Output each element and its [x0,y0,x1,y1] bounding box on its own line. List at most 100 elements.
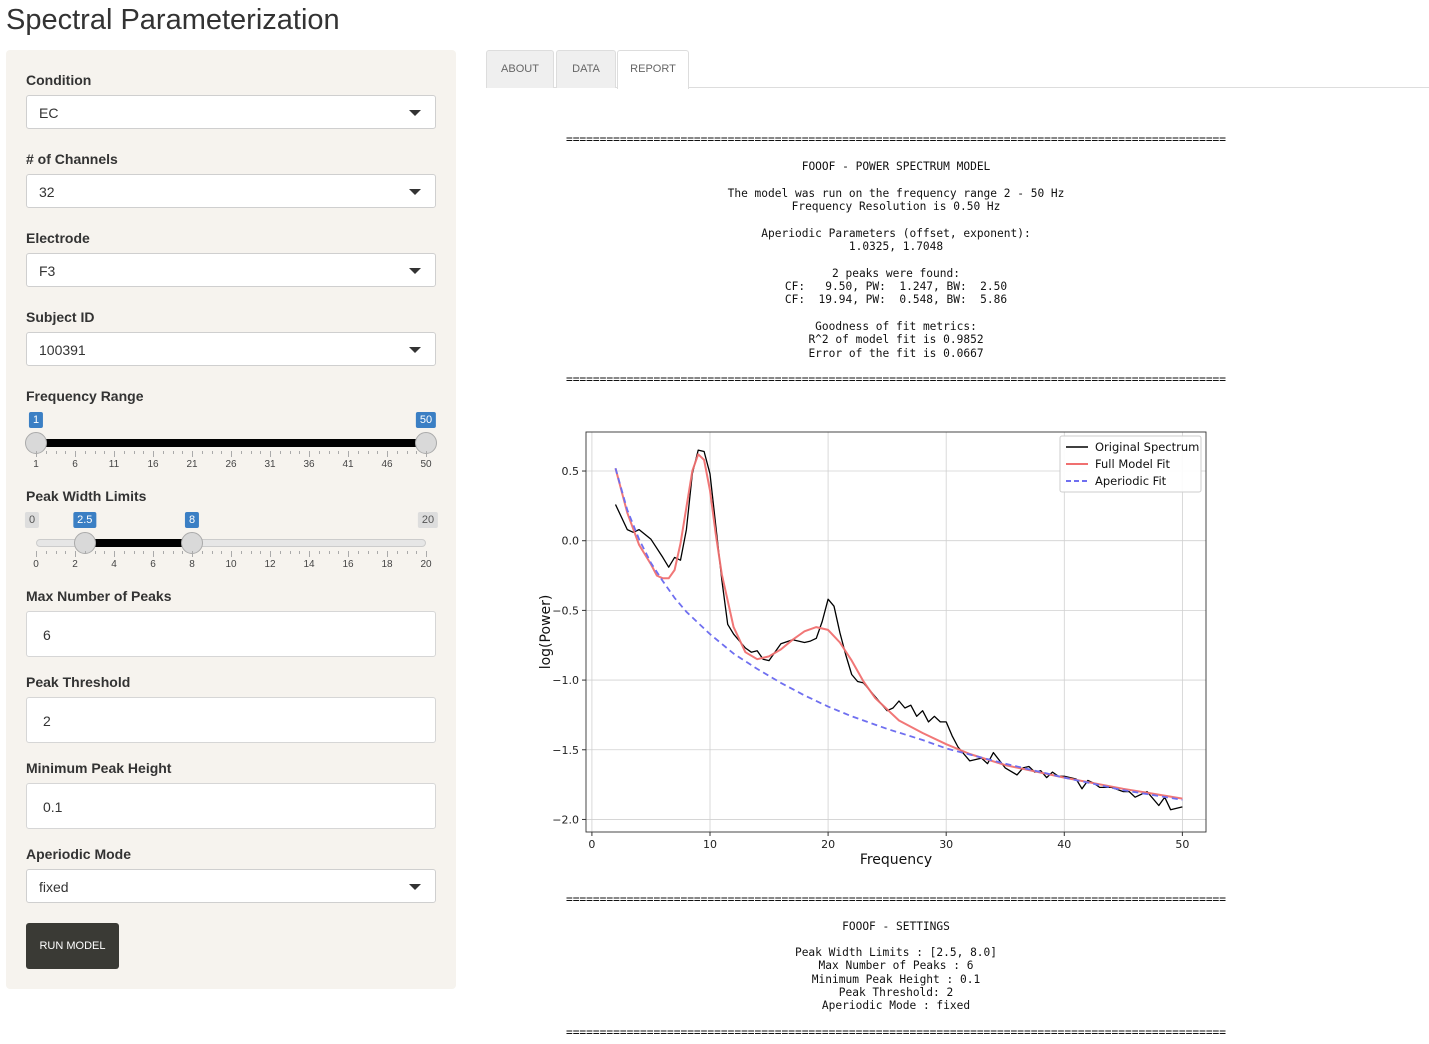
slider-tick-label: 16 [342,559,354,570]
run-model-button[interactable]: RUN MODEL [26,923,119,969]
report-line: 2 peaks were found: [832,266,960,280]
slider-tick [348,451,349,457]
slider-minor-tick [357,551,359,554]
slider-minor-tick [260,551,262,554]
slider-tick [309,551,310,557]
slider-minor-tick [318,451,320,454]
subject-select[interactable]: 100391 [26,332,436,366]
y-tick-label: 0.5 [562,465,580,478]
slider-minor-tick [45,551,47,554]
slider-minor-tick [55,451,57,454]
legend-box [1059,435,1202,493]
channels-value: 32 [39,184,55,200]
condition-label: Condition [26,72,92,88]
aperiodic-mode-select[interactable]: fixed [26,869,436,903]
slider-minor-tick [55,551,57,554]
freq-range-slider[interactable]: 1 50 1 6 11 16 21 26 31 36 41 46 50 [25,412,437,471]
report-separator: ========================================… [565,373,1227,386]
slider-tick [192,451,193,457]
slider-tick-label: 31 [264,459,276,470]
subject-value: 100391 [39,342,86,358]
slider-minor-tick [240,451,242,454]
slider-low-badge: 2.5 [73,512,97,528]
slider-high-badge: 50 [415,412,437,428]
series-line-model-fit [614,453,1183,800]
slider-tick-label: 26 [225,459,237,470]
legend-label: Full Model Fit [1095,457,1170,471]
settings-summary: Peak Width Limits : [2.5, 8.0] Max Number… [486,946,1306,1012]
slider-tick [348,551,349,557]
report-separator: ========================================… [565,1026,1227,1039]
peak-threshold-label: Peak Threshold [26,674,131,690]
condition-select[interactable]: EC [26,95,436,129]
tab-data[interactable]: DATA [556,50,616,88]
slider-minor-tick [338,451,340,454]
slider-minor-tick [172,551,174,554]
report-line: CF: 9.50, PW: 1.247, BW: 2.50 [784,280,1008,294]
report-separator: ========================================… [565,893,1227,906]
slider-minor-tick [367,451,369,454]
subject-label: Subject ID [26,309,95,325]
slider-tick [270,451,271,457]
slider-tick-label: 36 [303,459,315,470]
slider-tick-label: 50 [420,459,432,470]
min-peak-height-input[interactable]: 0.1 [26,783,436,829]
x-tick-label: 30 [939,838,953,851]
slider-tick [153,551,154,557]
tab-report[interactable]: REPORT [617,50,689,89]
slider-minor-tick [65,551,67,554]
slider-minor-tick [338,551,340,554]
slider-minor-tick [211,451,213,454]
slider-minor-tick [172,451,174,454]
slider-minor-tick [162,451,164,454]
channels-select[interactable]: 32 [26,174,436,208]
settings-line: Aperiodic Mode : fixed [821,999,971,1013]
settings-line: Minimum Peak Height : 0.1 [811,972,981,986]
slider-tick [192,551,193,557]
slider-track[interactable] [36,539,426,547]
chevron-down-icon [409,884,421,890]
chevron-down-icon [409,347,421,353]
slider-tick-label: 16 [147,459,159,470]
report-title: FOOOF - POWER SPECTRUM MODEL [801,160,991,173]
slider-minor-tick [377,451,379,454]
channels-label: # of Channels [26,151,118,167]
slider-minor-tick [201,551,203,554]
slider-minor-tick [318,551,320,554]
slider-minor-tick [396,451,398,454]
slider-tick [426,451,427,457]
report-line: Frequency Resolution is 0.50 Hz [791,200,1001,214]
slider-minor-tick [104,551,106,554]
max-peaks-input[interactable]: 6 [26,611,436,657]
slider-tick-label: 6 [72,459,78,470]
slider-minor-tick [250,451,252,454]
tab-bar: ABOUT DATA REPORT [486,50,1429,89]
max-peaks-label: Max Number of Peaks [26,588,172,604]
slider-tick-label: 2 [72,559,78,570]
series-line-original [614,449,1183,811]
slider-minor-tick [328,551,330,554]
tab-about[interactable]: ABOUT [486,50,554,88]
settings-line: Max Number of Peaks : 6 [818,959,974,973]
slider-minor-tick [357,451,359,454]
slider-minor-tick [250,551,252,554]
peak-threshold-input[interactable]: 2 [26,697,436,743]
slider-minor-tick [416,551,418,554]
slider-min-badge: 0 [24,512,40,528]
electrode-select[interactable]: F3 [26,253,436,287]
slider-minor-tick [406,551,408,554]
slider-minor-tick [133,551,135,554]
legend-label: Original Spectrum [1095,440,1199,454]
slider-tick [387,551,388,557]
slider-max-badge: 20 [417,512,439,528]
peak-width-slider[interactable]: 0 20 2.5 8 0 2 4 6 8 10 12 14 16 18 20 [24,512,439,571]
aperiodic-mode-value: fixed [39,879,69,895]
slider-tick [387,451,388,457]
aperiodic-mode-label: Aperiodic Mode [26,846,132,862]
slider-tick-label: 10 [225,559,237,570]
slider-tick-label: 46 [381,459,393,470]
x-axis-label: Frequency [860,852,932,868]
slider-tick-label: 41 [342,459,354,470]
y-tick-label: −1.0 [552,674,579,687]
slider-minor-tick [133,451,135,454]
